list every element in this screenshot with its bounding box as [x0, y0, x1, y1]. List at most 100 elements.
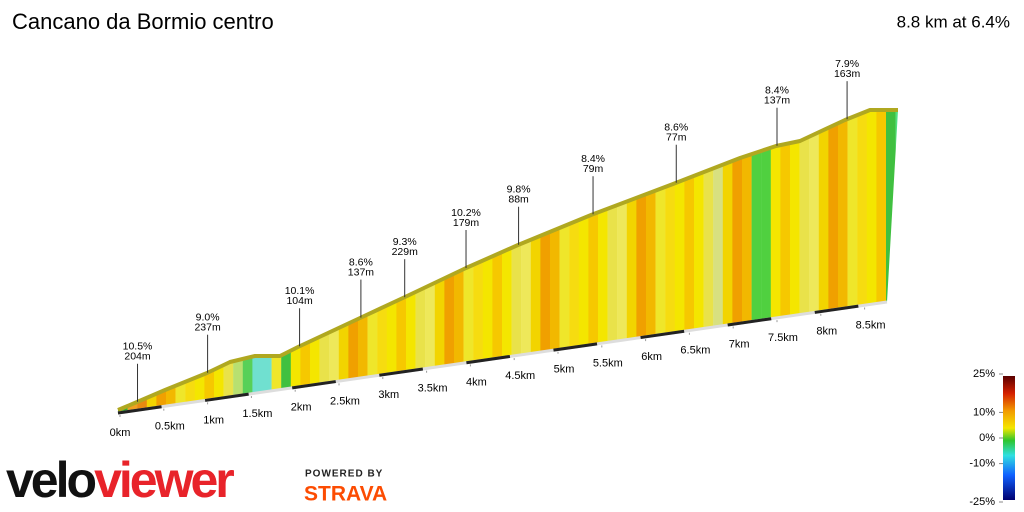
stripe: [876, 110, 887, 413]
stripe: [262, 110, 272, 413]
annotation-gradient: 10.5%: [123, 341, 153, 353]
x-tick-label: 5.5km: [593, 357, 623, 369]
stripe: [319, 110, 330, 413]
stripe: [684, 110, 695, 413]
stripe: [233, 110, 243, 413]
stripe: [425, 110, 435, 413]
stripe: [444, 110, 455, 413]
stripe: [550, 110, 560, 413]
annotation-length: 79m: [583, 163, 604, 175]
stripe: [799, 110, 810, 413]
stripe: [502, 110, 512, 413]
stripe: [530, 110, 541, 413]
annotation-gradient: 10.2%: [451, 207, 481, 219]
stripe: [598, 110, 608, 413]
logo-part: viewer: [94, 452, 234, 508]
stripe: [300, 110, 311, 413]
stripe: [895, 110, 898, 413]
stripe: [252, 110, 263, 413]
stripe: [386, 110, 397, 413]
stripe: [214, 110, 224, 413]
x-tick-label: 3.5km: [418, 383, 448, 395]
stripe: [655, 110, 666, 413]
stripe: [204, 110, 215, 413]
stripe: [406, 110, 416, 413]
logo-part: velo: [6, 452, 96, 508]
ridge: [117, 108, 898, 412]
chart-title: Cancano da Bormio centro: [12, 9, 274, 34]
x-tick-label: 6.5km: [680, 345, 710, 357]
annotation-gradient: 8.6%: [349, 256, 373, 268]
stripe: [223, 110, 234, 413]
annotation-length: 204m: [124, 351, 151, 363]
x-tick-label: 1km: [203, 414, 224, 426]
x-tick-label: 2.5km: [330, 395, 360, 407]
stripe: [271, 110, 282, 413]
x-tick-label: 2km: [291, 402, 312, 414]
stripe: [732, 110, 743, 413]
colorbar-label: 0%: [979, 432, 995, 444]
stripe: [377, 110, 387, 413]
stripe: [569, 110, 579, 413]
stripe: [559, 110, 570, 413]
stripe: [636, 110, 647, 413]
stripe: [415, 110, 426, 413]
summary: 8.8 km at 6.4%: [897, 12, 1010, 31]
stripe: [482, 110, 493, 413]
stripe: [780, 110, 791, 413]
stripe: [674, 110, 685, 413]
colorbar-label: -25%: [969, 496, 995, 508]
logo: veloviewer: [6, 452, 234, 508]
annotation-length: 137m: [348, 266, 375, 278]
stripe: [540, 110, 551, 413]
stripe: [761, 110, 771, 413]
x-tick-label: 3km: [378, 389, 399, 401]
colorbar-label: -10%: [969, 458, 995, 470]
annotation-length: 229m: [392, 246, 419, 258]
stripe: [118, 110, 128, 413]
stripe: [866, 110, 877, 413]
x-tick-label: 6km: [641, 351, 662, 363]
annotation-gradient: 9.8%: [507, 184, 531, 196]
stripe: [742, 110, 752, 413]
stripe: [847, 110, 858, 413]
annotation-length: 179m: [453, 217, 480, 229]
stripe: [770, 110, 781, 413]
stripe: [511, 110, 522, 413]
stripe: [694, 110, 704, 413]
stripe: [790, 110, 800, 413]
stripe: [626, 110, 637, 413]
stripe: [281, 110, 291, 413]
stripe: [617, 110, 627, 413]
x-tick-label: 1.5km: [242, 408, 272, 420]
stripe: [492, 110, 503, 413]
annotation-gradient: 9.0%: [196, 311, 220, 323]
stripe: [454, 110, 464, 413]
x-tick-label: 4.5km: [505, 370, 535, 382]
x-tick-label: 7km: [729, 338, 750, 350]
stripe: [809, 110, 819, 413]
x-tick-label: 0.5km: [155, 421, 185, 433]
stripe: [722, 110, 733, 413]
base-line: [117, 300, 888, 415]
annotation-length: 163m: [834, 68, 861, 80]
x-tick-label: 4km: [466, 376, 487, 388]
x-tick-label: 7.5km: [768, 332, 798, 344]
stripe: [751, 110, 762, 413]
stripe: [578, 110, 589, 413]
annotation-gradient: 8.6%: [664, 122, 688, 134]
stripe: [838, 110, 848, 413]
stripe: [646, 110, 656, 413]
x-tick-label: 8.5km: [856, 319, 886, 331]
stripe: [607, 110, 618, 413]
colorbar-label: 25%: [973, 368, 995, 380]
stripe: [713, 110, 723, 413]
stripe: [137, 110, 147, 413]
annotation-length: 104m: [286, 295, 313, 307]
annotation-length: 77m: [666, 132, 687, 144]
stripe: [818, 110, 829, 413]
stripe: [521, 110, 531, 413]
x-tick-label: 0km: [110, 427, 131, 439]
stripe: [828, 110, 839, 413]
